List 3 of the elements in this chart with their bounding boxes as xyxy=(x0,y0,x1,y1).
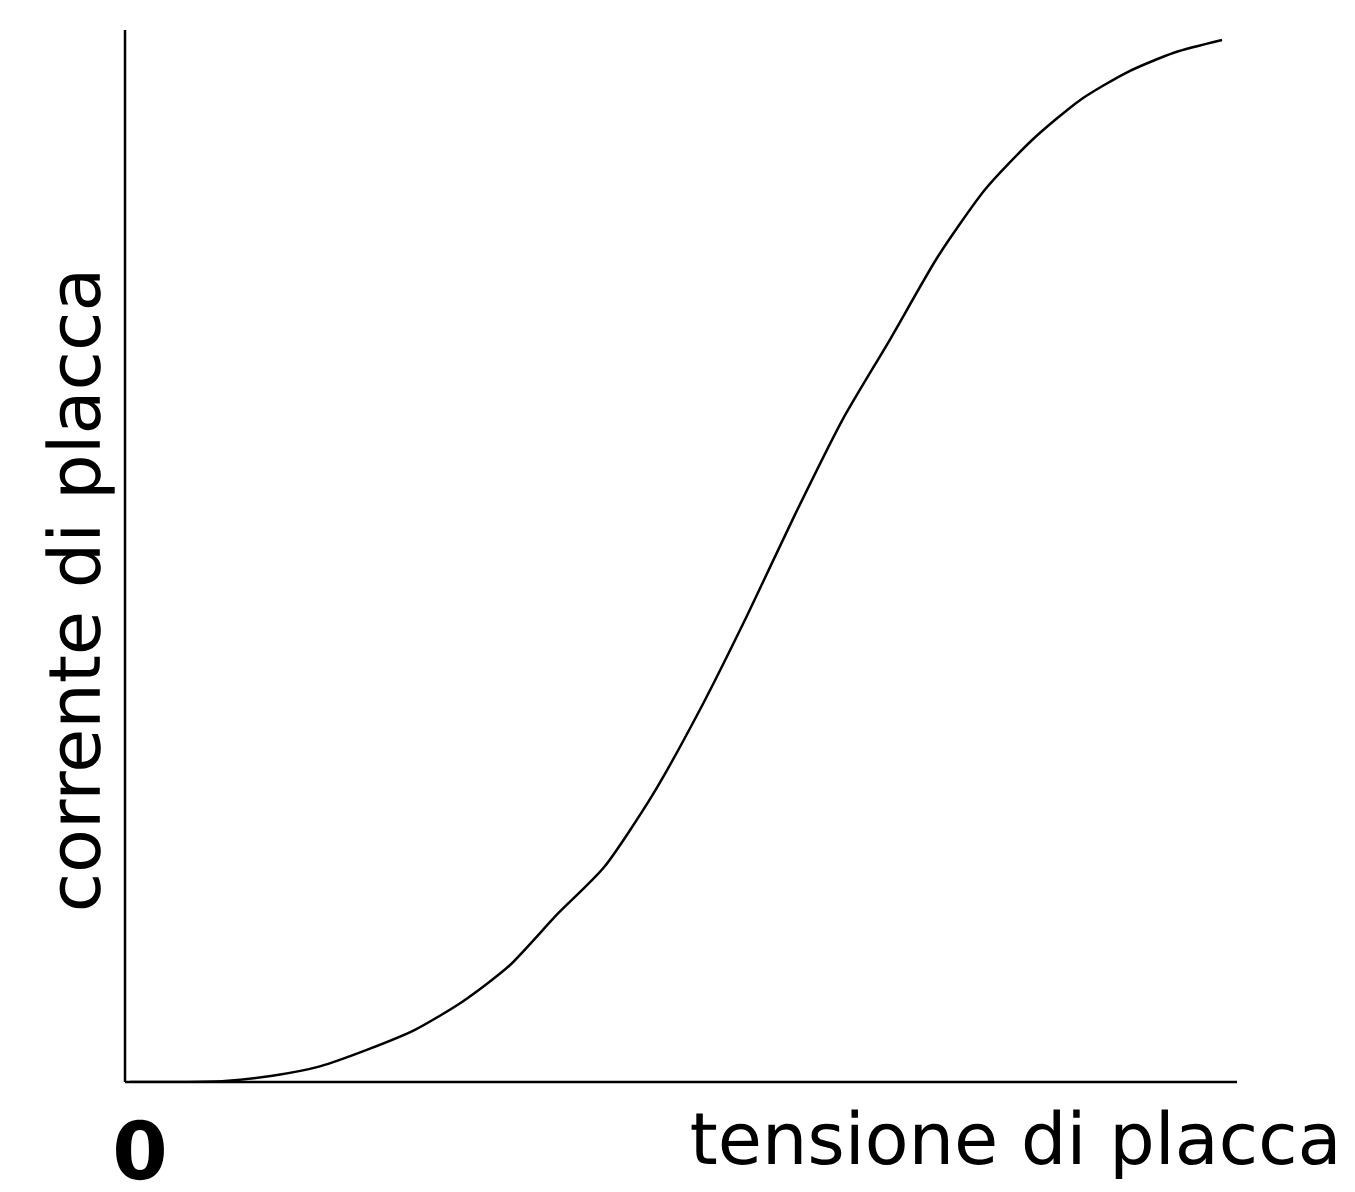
y-axis-title: corrente di placca xyxy=(45,274,115,909)
x-axis-title: tensione di placca xyxy=(691,1109,1336,1179)
text: 0 xyxy=(116,1119,164,1181)
